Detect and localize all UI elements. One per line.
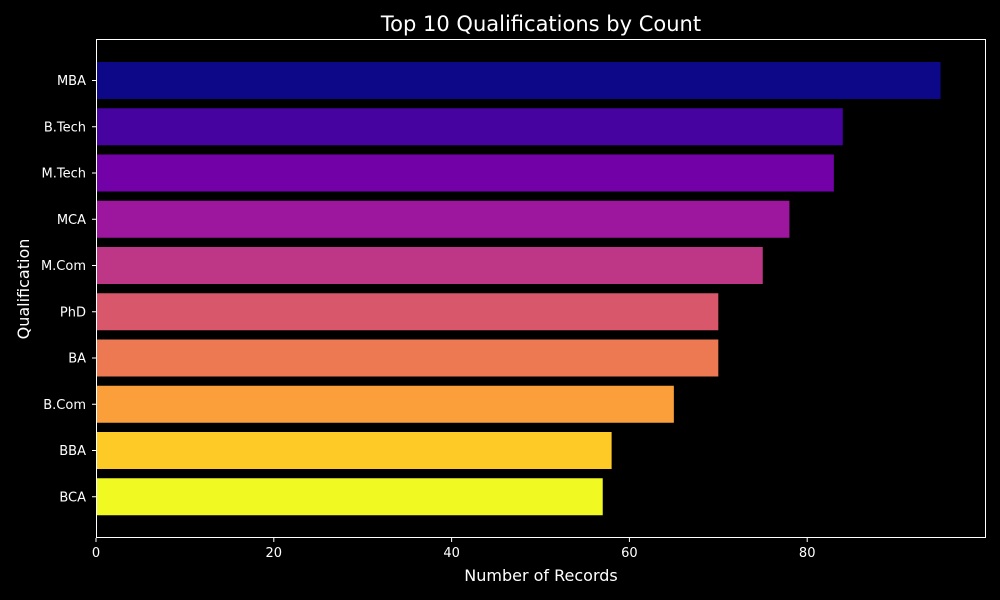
bar-m-com — [96, 247, 763, 284]
bars-group — [96, 62, 941, 516]
y-tick-label: B.Tech — [44, 120, 86, 135]
x-tick-label: 0 — [92, 546, 100, 561]
y-tick-label: MCA — [57, 213, 86, 228]
bar-phd — [96, 293, 719, 331]
chart-title: Top 10 Qualifications by Count — [380, 12, 701, 36]
bar-b-com — [96, 385, 674, 423]
bar-bba — [96, 432, 612, 469]
x-axis-ticks: 0 20 40 60 80 — [92, 538, 816, 561]
bar-m-tech — [96, 154, 834, 192]
y-axis-label: Qualification — [14, 239, 33, 340]
y-tick-label: M.Com — [41, 259, 86, 274]
y-tick-label: BBA — [59, 444, 86, 459]
y-tick-label: B.Com — [43, 398, 86, 413]
y-tick-label: BA — [68, 352, 86, 367]
x-tick-label: 40 — [443, 546, 460, 561]
bar-b-tech — [96, 108, 843, 146]
x-tick-label: 80 — [799, 546, 816, 561]
y-tick-label: BCA — [59, 490, 86, 505]
x-tick-label: 60 — [621, 546, 638, 561]
y-tick-label: PhD — [60, 305, 86, 320]
y-axis-ticks: MBA B.Tech M.Tech MCA M.Com PhD BA B.Com BBA BCA — [41, 74, 96, 505]
bar-mca — [96, 200, 790, 238]
bar-ba — [96, 339, 719, 377]
bar-bca — [96, 478, 603, 516]
y-tick-label: MBA — [57, 74, 86, 89]
x-tick-label: 20 — [266, 546, 283, 561]
y-tick-label: M.Tech — [42, 167, 86, 182]
plot-frame — [96, 39, 986, 538]
bar-mba — [96, 62, 941, 99]
x-axis-label: Number of Records — [464, 566, 617, 585]
